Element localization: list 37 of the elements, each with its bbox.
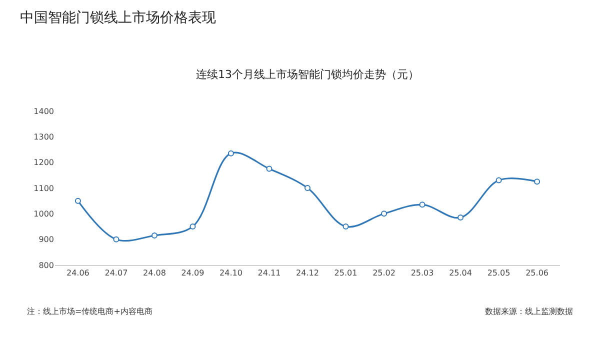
point	[151, 232, 158, 238]
y-tick-label: 1100	[34, 184, 54, 193]
source-note: 数据来源：线上监测数据	[485, 307, 573, 316]
x-tick-label: 24.11	[258, 268, 281, 278]
point	[496, 177, 502, 184]
text: 注：线上市场=传统电商+内容电商	[27, 307, 152, 316]
point	[342, 224, 349, 230]
x-tick-label: 25.05	[487, 268, 510, 278]
y-tick-label: 1300	[34, 132, 54, 142]
x-tick-label: 24.09	[181, 268, 204, 278]
x-tick-label: 25.04	[449, 268, 472, 278]
x-tick-label: 24.12	[296, 268, 319, 278]
point	[419, 202, 426, 208]
point	[266, 166, 272, 172]
point	[534, 178, 540, 185]
y-tick-label: 1400	[34, 106, 54, 116]
x-tick-label: 25.02	[372, 268, 396, 278]
chart-title: 中国智能门锁线上市场价格表现	[20, 10, 216, 26]
point	[304, 185, 310, 191]
y-tick-label: 1000	[34, 209, 54, 218]
x-tick-label: 24.06	[66, 268, 90, 278]
x-tick-label: 24.10	[220, 268, 242, 278]
point	[190, 224, 196, 230]
x-tick-label: 25.06	[526, 268, 549, 278]
point	[381, 210, 388, 217]
y-tick-label: 1200	[34, 158, 54, 168]
chart-subtitle: 连续13个月线上市场智能门锁均价走势（元）	[196, 68, 419, 81]
x-tick-label: 24.08	[143, 268, 166, 278]
point	[74, 198, 81, 204]
x-tick-label: 24.07	[104, 268, 128, 278]
point	[458, 214, 464, 221]
x-tick-label: 25.03	[410, 268, 434, 278]
point	[113, 236, 120, 242]
point	[228, 150, 234, 156]
y-tick-label: 900	[38, 235, 54, 244]
x-tick-label: 25.01	[334, 268, 358, 278]
y-tick-label: 800	[38, 260, 54, 270]
